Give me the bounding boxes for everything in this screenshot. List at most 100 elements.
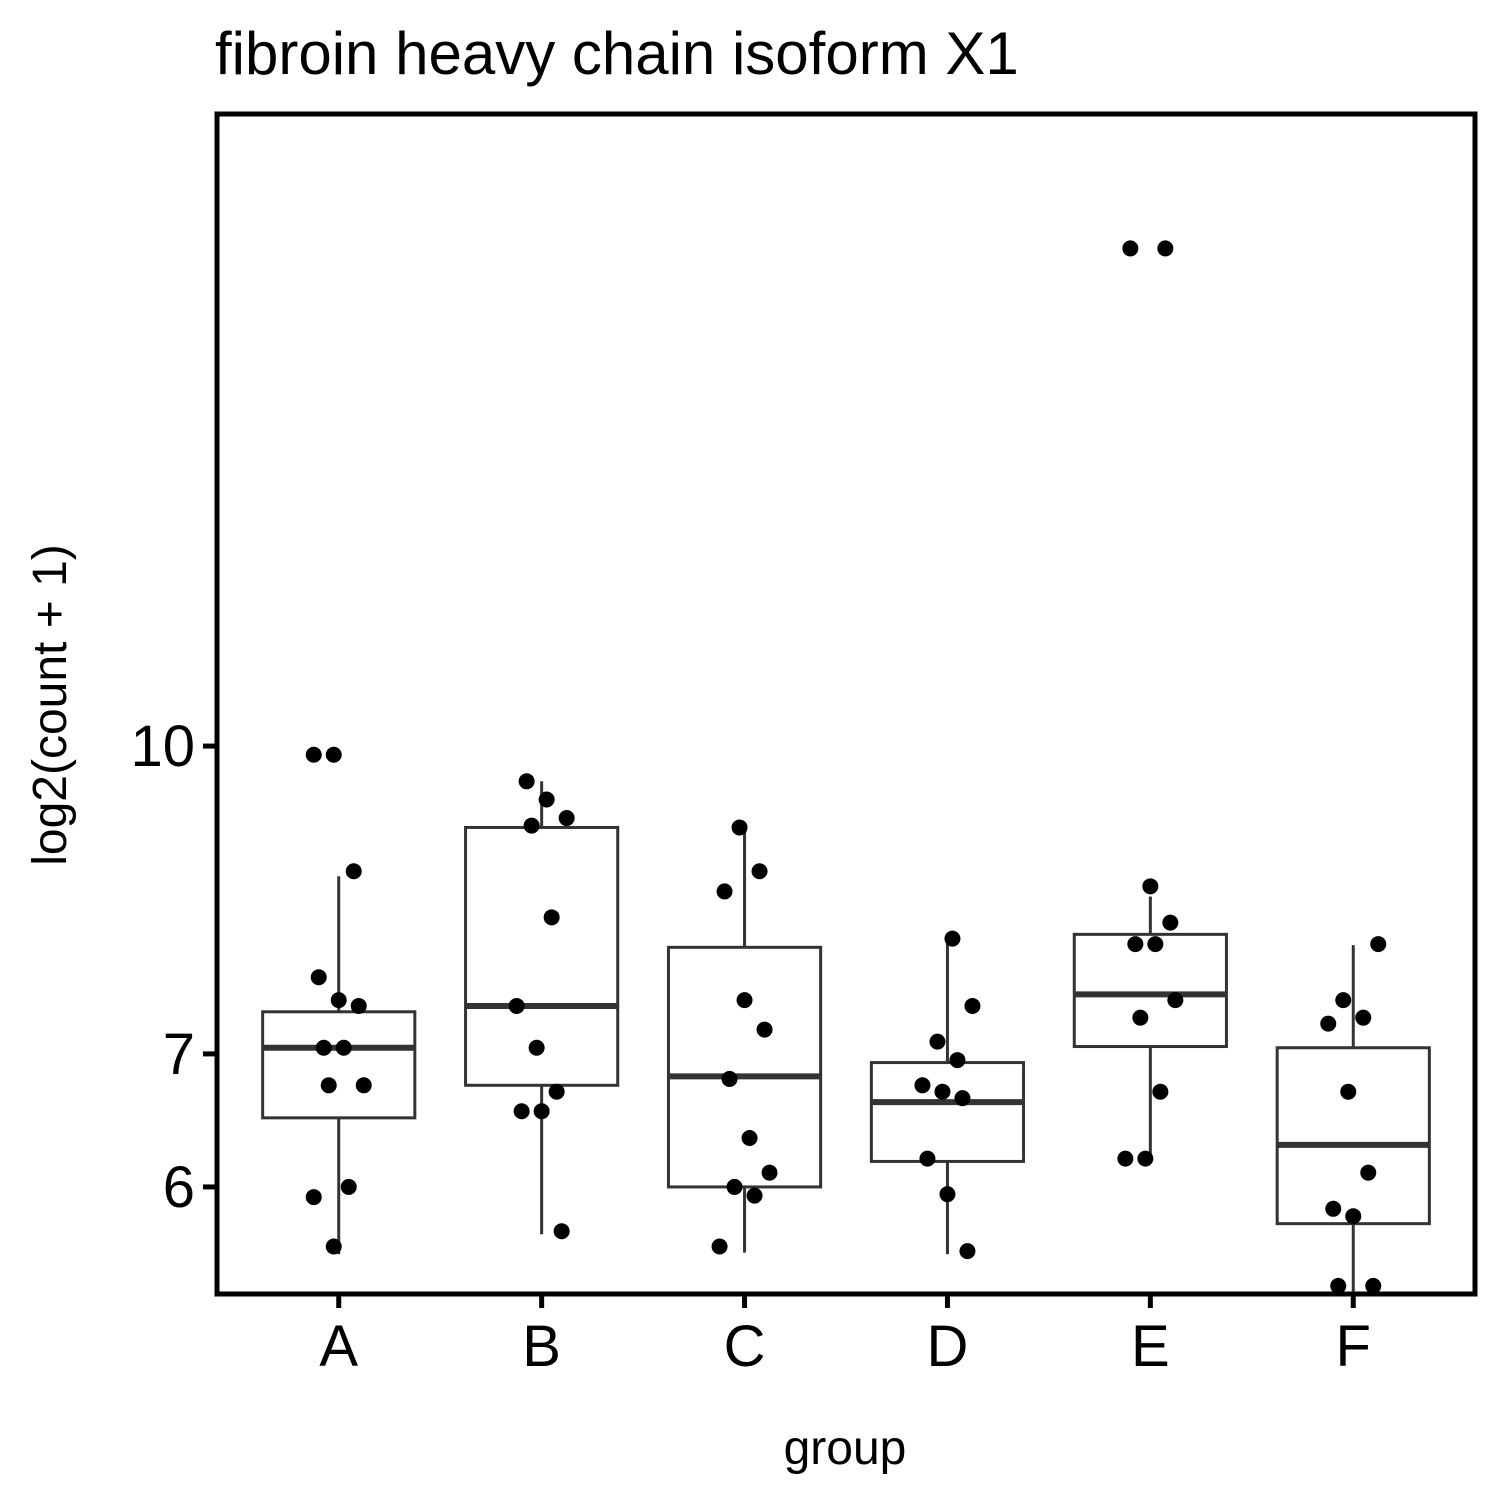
data-point — [934, 1083, 951, 1100]
data-point — [325, 1238, 342, 1255]
data-point — [305, 1189, 322, 1206]
data-point — [1122, 240, 1139, 257]
data-point — [548, 1083, 565, 1100]
x-tick-label: A — [319, 1314, 358, 1379]
y-tick-label: 10 — [130, 714, 195, 779]
data-point — [721, 1070, 738, 1087]
data-point — [914, 1077, 931, 1094]
data-point — [1127, 936, 1144, 953]
data-point — [1330, 1277, 1347, 1294]
data-point — [305, 746, 322, 763]
y-axis: 6 7 10 — [130, 714, 217, 1220]
data-point — [325, 746, 342, 763]
data-point — [355, 1077, 372, 1094]
data-point — [1152, 1083, 1169, 1100]
data-point — [335, 1039, 352, 1056]
x-axis: A B C D E F — [319, 1294, 1371, 1379]
data-point — [1132, 1009, 1149, 1026]
data-point — [1365, 1277, 1382, 1294]
box-iqr — [869, 1061, 1026, 1163]
data-point — [954, 1090, 971, 1107]
box-B — [464, 781, 620, 1235]
data-point — [929, 1033, 946, 1050]
data-point — [345, 863, 362, 880]
x-axis-title: group — [784, 1422, 907, 1475]
box-A — [261, 876, 417, 1255]
data-point — [716, 883, 733, 900]
data-point — [959, 1243, 976, 1260]
data-point — [340, 1178, 357, 1195]
x-tick-label: C — [724, 1314, 766, 1379]
data-point — [528, 1039, 545, 1056]
data-point — [350, 997, 367, 1014]
data-point — [538, 791, 555, 808]
data-point — [1162, 914, 1179, 931]
data-point — [1167, 992, 1184, 1009]
data-point — [1142, 878, 1159, 895]
data-point — [513, 1103, 530, 1120]
data-point — [949, 1052, 966, 1069]
y-tick-label: 6 — [163, 1155, 195, 1220]
data-point — [736, 992, 753, 1009]
data-point — [919, 1150, 936, 1167]
points-B — [508, 773, 575, 1240]
data-point — [523, 817, 540, 834]
data-point — [553, 1223, 570, 1240]
box-C — [666, 828, 823, 1253]
data-point — [330, 992, 347, 1009]
plot-area — [261, 240, 1431, 1294]
x-tick-label: D — [927, 1314, 969, 1379]
data-point — [1325, 1200, 1342, 1217]
x-tick-label: F — [1336, 1314, 1371, 1379]
data-point — [533, 1103, 550, 1120]
data-point — [315, 1039, 332, 1056]
data-point — [741, 1130, 758, 1147]
data-point — [731, 819, 748, 836]
y-tick-label: 7 — [163, 1022, 195, 1087]
data-point — [751, 863, 768, 880]
data-point — [746, 1187, 763, 1204]
data-point — [508, 997, 525, 1014]
data-point — [1157, 240, 1174, 257]
box-iqr — [1275, 1046, 1431, 1226]
data-point — [518, 773, 535, 790]
data-point — [1345, 1208, 1362, 1225]
data-point — [939, 1186, 956, 1203]
points-E — [1117, 240, 1184, 1167]
data-point — [944, 930, 961, 947]
data-point — [1355, 1009, 1372, 1026]
x-tick-label: E — [1131, 1314, 1170, 1379]
box-iqr — [666, 945, 823, 1189]
data-point — [310, 969, 327, 986]
plot-panel-border — [214, 111, 1478, 1297]
data-point — [1137, 1150, 1154, 1167]
data-point — [1340, 1083, 1357, 1100]
data-point — [1320, 1015, 1337, 1032]
x-tick-label: B — [522, 1314, 561, 1379]
data-point — [726, 1178, 743, 1195]
points-D — [914, 930, 981, 1260]
box-E — [1072, 896, 1228, 1159]
data-point — [761, 1164, 778, 1181]
points-F — [1320, 936, 1387, 1294]
box-iqr — [261, 1010, 417, 1120]
data-point — [543, 909, 560, 926]
data-point — [711, 1238, 728, 1255]
points-C — [711, 819, 778, 1255]
data-point — [320, 1077, 337, 1094]
box-D — [869, 936, 1026, 1255]
data-point — [558, 810, 575, 827]
data-point — [964, 997, 981, 1014]
data-point — [1117, 1150, 1134, 1167]
box-iqr — [1072, 932, 1228, 1049]
chart-title: fibroin heavy chain isoform X1 — [215, 20, 1019, 87]
data-point — [1360, 1164, 1377, 1181]
data-point — [1335, 992, 1352, 1009]
data-point — [1147, 936, 1164, 953]
box-F — [1275, 945, 1431, 1294]
points-A — [305, 746, 372, 1255]
y-axis-title: log2(count + 1) — [24, 544, 77, 866]
data-point — [1370, 936, 1387, 953]
data-point — [756, 1021, 773, 1038]
